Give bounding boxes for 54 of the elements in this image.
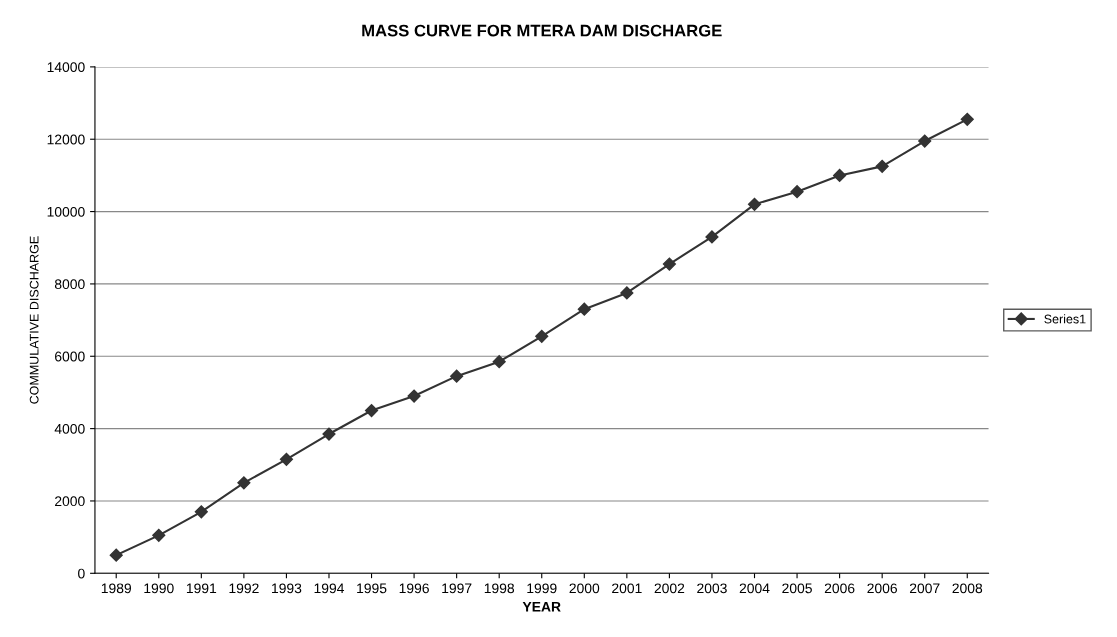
x-tick-label: 1994 — [314, 583, 345, 594]
point — [747, 197, 762, 211]
point — [194, 505, 208, 519]
y-tick-label: 2000 — [55, 496, 85, 507]
x-tick-label: 2006 — [867, 583, 897, 594]
point — [662, 257, 676, 271]
point — [705, 230, 719, 244]
x-tick-label: 1991 — [186, 583, 217, 594]
point — [960, 112, 974, 126]
x-tick-label: 2007 — [909, 583, 940, 594]
x-tick-label: 1996 — [399, 583, 429, 594]
point — [407, 389, 421, 403]
y-axis-title: COMMULATIVE DISCHARGE — [29, 236, 39, 404]
x-tick-label: 1989 — [101, 583, 132, 594]
point — [322, 427, 336, 441]
x-tick-label: 2001 — [612, 583, 642, 594]
x-tick-label: 2002 — [654, 583, 685, 594]
x-tick-label: 1990 — [144, 583, 174, 594]
y-tick-label: 6000 — [55, 351, 85, 362]
x-tick-label: 1997 — [442, 583, 472, 594]
x-tick-label: 1999 — [527, 583, 557, 594]
y-tick-label: 14000 — [47, 62, 85, 73]
point — [620, 286, 634, 300]
point — [109, 548, 123, 562]
point — [152, 528, 166, 542]
point — [833, 168, 847, 182]
point — [918, 134, 932, 148]
point — [492, 355, 506, 369]
point — [790, 185, 804, 199]
point — [279, 452, 294, 466]
chart-title: MASS CURVE FOR MTERA DAM DISCHARGE — [362, 24, 722, 37]
x-tick-label: 2006 — [824, 583, 855, 594]
x-tick-label: 2004 — [739, 583, 770, 594]
x-tick-label: 2008 — [952, 583, 983, 594]
x-axis-title: YEAR — [522, 602, 561, 612]
x-tick-label: 1998 — [484, 583, 515, 594]
x-tick-label: 2000 — [569, 583, 600, 594]
point — [875, 159, 889, 173]
x-tick-label: 2005 — [782, 583, 812, 594]
y-tick-label: 10000 — [47, 206, 85, 217]
x-tick-label: 1992 — [229, 583, 259, 594]
point — [237, 476, 251, 490]
y-tick-label: 4000 — [54, 423, 85, 434]
point — [577, 302, 591, 316]
x-tick-label: 2003 — [697, 583, 727, 594]
legend-label: Series1 — [1044, 314, 1086, 324]
x-tick-label: 1993 — [272, 583, 302, 594]
x-tick-label: 1995 — [357, 583, 387, 594]
y-tick-label: 8000 — [54, 279, 85, 290]
y-tick-label: 0 — [78, 568, 85, 579]
y-tick-label: 12000 — [47, 134, 85, 145]
point — [364, 403, 379, 418]
point — [535, 329, 549, 343]
point — [450, 369, 464, 383]
